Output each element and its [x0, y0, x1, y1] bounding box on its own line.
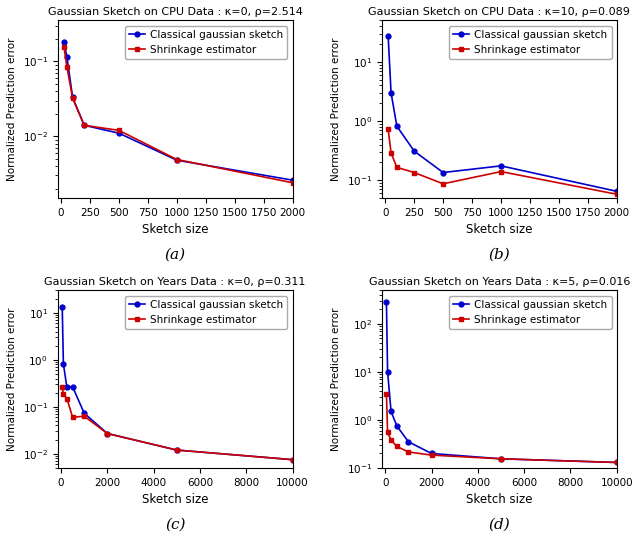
- Classical gaussian sketch: [60, 360, 67, 367]
- Classical gaussian sketch: [410, 148, 418, 154]
- Shrinkage estimator: [104, 430, 111, 437]
- Title: Gaussian Sketch on Years Data : κ=0, ρ=0.311: Gaussian Sketch on Years Data : κ=0, ρ=0…: [44, 277, 306, 287]
- Shrinkage estimator: [393, 164, 401, 171]
- Line: Classical gaussian sketch: Classical gaussian sketch: [61, 40, 295, 183]
- Classical gaussian sketch: [497, 163, 505, 169]
- Title: Gaussian Sketch on CPU Data : κ=0, ρ=2.514: Gaussian Sketch on CPU Data : κ=0, ρ=2.5…: [47, 7, 303, 17]
- Classical gaussian sketch: [115, 130, 123, 137]
- Shrinkage estimator: [613, 191, 621, 197]
- Classical gaussian sketch: [387, 408, 395, 415]
- Legend: Classical gaussian sketch, Shrinkage estimator: Classical gaussian sketch, Shrinkage est…: [449, 295, 612, 329]
- Classical gaussian sketch: [393, 123, 401, 130]
- Shrinkage estimator: [81, 413, 88, 420]
- Classical gaussian sketch: [428, 450, 435, 457]
- Classical gaussian sketch: [289, 456, 296, 463]
- Shrinkage estimator: [404, 449, 412, 455]
- Y-axis label: Normalized Prediction error: Normalized Prediction error: [7, 307, 17, 451]
- X-axis label: Sketch size: Sketch size: [466, 223, 532, 236]
- Classical gaussian sketch: [173, 447, 180, 453]
- Shrinkage estimator: [497, 169, 505, 175]
- Classical gaussian sketch: [439, 169, 447, 176]
- Y-axis label: Normalized Prediction error: Normalized Prediction error: [331, 307, 341, 451]
- Shrinkage estimator: [81, 122, 88, 128]
- Classical gaussian sketch: [393, 423, 401, 429]
- Classical gaussian sketch: [60, 39, 68, 46]
- Shrinkage estimator: [60, 391, 67, 397]
- Classical gaussian sketch: [383, 299, 390, 306]
- Legend: Classical gaussian sketch, Shrinkage estimator: Classical gaussian sketch, Shrinkage est…: [125, 25, 287, 59]
- X-axis label: Sketch size: Sketch size: [466, 493, 532, 506]
- Shrinkage estimator: [497, 456, 505, 462]
- Shrinkage estimator: [387, 150, 395, 156]
- Shrinkage estimator: [289, 179, 296, 186]
- Legend: Classical gaussian sketch, Shrinkage estimator: Classical gaussian sketch, Shrinkage est…: [449, 25, 612, 59]
- Line: Classical gaussian sketch: Classical gaussian sketch: [384, 300, 619, 465]
- Shrinkage estimator: [383, 391, 390, 397]
- Y-axis label: Normalized Prediction error: Normalized Prediction error: [331, 37, 341, 181]
- Line: Classical gaussian sketch: Classical gaussian sketch: [386, 34, 619, 193]
- Classical gaussian sketch: [613, 188, 621, 195]
- Shrinkage estimator: [385, 126, 392, 133]
- Shrinkage estimator: [58, 384, 66, 390]
- Shrinkage estimator: [439, 180, 447, 187]
- Y-axis label: Normalized Prediction error: Normalized Prediction error: [7, 37, 17, 181]
- Classical gaussian sketch: [173, 157, 180, 164]
- Classical gaussian sketch: [404, 438, 412, 445]
- Shrinkage estimator: [173, 447, 180, 453]
- Classical gaussian sketch: [69, 384, 77, 390]
- Line: Shrinkage estimator: Shrinkage estimator: [61, 44, 295, 185]
- Shrinkage estimator: [393, 443, 401, 450]
- Text: (d): (d): [488, 518, 510, 532]
- Classical gaussian sketch: [63, 54, 70, 60]
- Classical gaussian sketch: [384, 369, 392, 375]
- Classical gaussian sketch: [58, 304, 66, 310]
- Classical gaussian sketch: [387, 89, 395, 96]
- Shrinkage estimator: [69, 414, 77, 421]
- Shrinkage estimator: [63, 63, 70, 70]
- Legend: Classical gaussian sketch, Shrinkage estimator: Classical gaussian sketch, Shrinkage est…: [125, 295, 287, 329]
- Shrinkage estimator: [115, 127, 123, 133]
- Classical gaussian sketch: [385, 33, 392, 40]
- X-axis label: Sketch size: Sketch size: [142, 493, 208, 506]
- Text: (b): (b): [488, 248, 510, 262]
- Line: Classical gaussian sketch: Classical gaussian sketch: [60, 304, 295, 462]
- X-axis label: Sketch size: Sketch size: [142, 223, 208, 236]
- Classical gaussian sketch: [497, 456, 505, 462]
- Shrinkage estimator: [173, 156, 180, 163]
- Classical gaussian sketch: [81, 410, 88, 416]
- Title: Gaussian Sketch on CPU Data : κ=10, ρ=0.089: Gaussian Sketch on CPU Data : κ=10, ρ=0.…: [369, 7, 630, 17]
- Classical gaussian sketch: [69, 94, 77, 101]
- Title: Gaussian Sketch on Years Data : κ=5, ρ=0.016: Gaussian Sketch on Years Data : κ=5, ρ=0…: [369, 277, 630, 287]
- Text: (a): (a): [164, 248, 186, 262]
- Text: (c): (c): [165, 518, 186, 532]
- Shrinkage estimator: [428, 452, 435, 459]
- Shrinkage estimator: [613, 459, 621, 466]
- Line: Shrinkage estimator: Shrinkage estimator: [386, 127, 619, 197]
- Shrinkage estimator: [384, 429, 392, 436]
- Classical gaussian sketch: [63, 384, 70, 391]
- Classical gaussian sketch: [81, 122, 88, 128]
- Classical gaussian sketch: [289, 177, 296, 183]
- Classical gaussian sketch: [104, 430, 111, 437]
- Shrinkage estimator: [387, 437, 395, 443]
- Line: Shrinkage estimator: Shrinkage estimator: [60, 384, 295, 462]
- Shrinkage estimator: [60, 44, 68, 50]
- Classical gaussian sketch: [613, 459, 621, 466]
- Shrinkage estimator: [410, 169, 418, 176]
- Shrinkage estimator: [289, 456, 296, 463]
- Line: Shrinkage estimator: Shrinkage estimator: [384, 391, 619, 465]
- Shrinkage estimator: [69, 95, 77, 102]
- Shrinkage estimator: [63, 395, 70, 402]
